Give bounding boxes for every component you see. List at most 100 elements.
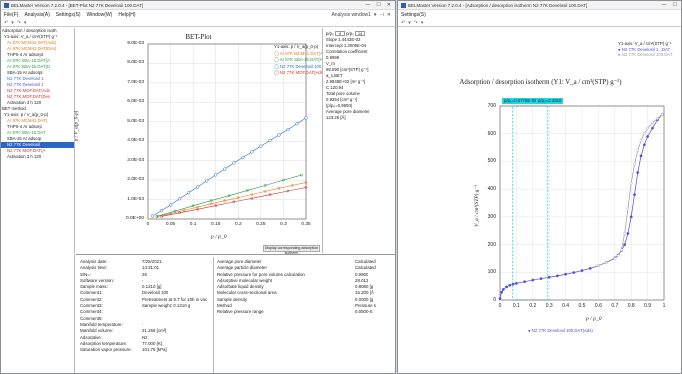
display-isotherm-button[interactable]: Display corresponding adsorption isother… xyxy=(263,245,320,255)
tree-item[interactable]: SBA-15 Ar adsorp xyxy=(7,136,42,141)
table-row: Comment5: xyxy=(80,316,210,322)
close-icon[interactable]: ✕ xyxy=(386,2,391,8)
table-row: Adsorptive: N2 xyxy=(80,335,210,341)
tree-item[interactable]: Ar 87K SBA-15.DAT(A xyxy=(7,58,50,63)
bet-legend-item[interactable]: ◯ N2 77K MOF.DAT(Ads) xyxy=(274,70,341,77)
undo-icon[interactable]: ↶ xyxy=(4,19,9,26)
table-value: 31.256 [cm³] xyxy=(142,328,167,334)
data-point xyxy=(223,167,227,171)
chevron-down-icon[interactable]: ▾ xyxy=(23,19,27,26)
pp0-from-input[interactable]: 9 xyxy=(334,31,345,37)
table-value: Pretreatment at 9.7 for 10h in vac xyxy=(142,296,208,302)
isotherm-legend-item[interactable]: ● N2 77K Develosil 1...DAT xyxy=(618,47,673,53)
data-point xyxy=(277,186,281,190)
selection-right-label[interactable]: p/p₀=0.2910 xyxy=(536,98,564,104)
data-point xyxy=(227,194,231,198)
close-icon[interactable]: ✕ xyxy=(386,11,391,18)
menu-help[interactable]: Help(H) xyxy=(118,11,136,18)
tree-item[interactable]: Ar 87K SBA-15.DAT(D xyxy=(7,64,51,69)
data-point xyxy=(580,269,584,273)
bet-legend-item[interactable]: ◯ N2 77K Develosil 100.DAT(Ads) xyxy=(274,64,341,71)
tree-item[interactable]: SBA-15 Ar adsorpt xyxy=(7,70,43,75)
data-point xyxy=(268,193,272,197)
app-logo-icon xyxy=(401,2,406,8)
menu-settings[interactable]: Settings(S) xyxy=(55,11,81,18)
table-key: Software version: xyxy=(80,277,114,283)
minimize-icon[interactable]: — xyxy=(365,2,371,8)
title-bar: BELMaster Version 7.2.0.4 - [BET-Plot N2… xyxy=(1,1,395,10)
table-key: Manifold temperature: xyxy=(80,321,123,327)
tree-item[interactable]: THPS-4 Ar adsorp xyxy=(7,124,42,129)
table-row: Adsorption temperature: 77.000 [K] xyxy=(80,341,210,347)
tree-item[interactable]: Activation 3 h 120 xyxy=(7,100,42,105)
table-value: 26 xyxy=(142,271,147,277)
tree-item[interactable]: Adsorption / desorption isoth xyxy=(2,28,57,33)
table-key: S/N=: xyxy=(80,271,92,277)
table-key: Manifold volume: xyxy=(80,328,114,334)
tree-item[interactable]: N2 77K Develosil 1 xyxy=(7,76,44,81)
table-key: Average pore diameter xyxy=(217,259,262,264)
bet-legend-label: Ar 87K MCM41 DAT(Ads) xyxy=(279,50,329,56)
table-row: Average particle diameter Calculated xyxy=(217,265,395,271)
table-row: Manifold volume: 31.256 [cm³] xyxy=(80,328,210,334)
data-point xyxy=(547,275,551,279)
undo-icon[interactable]: ↶ xyxy=(401,19,406,26)
redo-icon[interactable]: ↷ xyxy=(413,19,418,26)
table-key: Sample density xyxy=(217,296,248,302)
table-row: Software version: - xyxy=(80,278,210,284)
menu-window[interactable]: Window(W) xyxy=(86,11,113,18)
tree-item[interactable]: Y1-axis: V_a / cm³(STP) g⁻¹ xyxy=(4,34,58,39)
tree-item[interactable]: THPS-4 Ar adsorpt xyxy=(7,52,44,57)
pin-icon[interactable]: ⊣ xyxy=(379,11,384,18)
tree-item[interactable]: BET method xyxy=(2,106,26,111)
analysis-window-label[interactable]: Analysis window1 xyxy=(331,11,371,18)
bet-legend-item[interactable]: ◯ Ar 87K MCM41 DAT(Ads) xyxy=(274,51,341,58)
menu-settings[interactable]: Settings(S) xyxy=(401,11,426,18)
x-tick-label: 0.5 xyxy=(578,303,586,309)
tree-item[interactable]: Ar 87K MCM41 DAT(Ads) xyxy=(7,40,57,45)
data-point xyxy=(633,162,636,166)
isotherm-legend-item[interactable]: ● N2 77K Develosil 100.DAT xyxy=(618,52,673,58)
data-point xyxy=(160,215,163,218)
minimize-icon[interactable]: — xyxy=(661,2,667,8)
table-value: 0.0000 [g xyxy=(355,296,374,302)
data-point xyxy=(656,117,659,120)
table-key: Method xyxy=(217,303,232,309)
y-tick-label: 200 xyxy=(487,241,496,248)
isotherm-bottom-legend: ● N2 77K Develosil 100.DAT(Ads) xyxy=(528,328,593,333)
selection-left-label[interactable]: p/p₀=0.0776E-02 xyxy=(502,98,539,104)
chevron-down-icon[interactable]: ▾ xyxy=(420,19,424,26)
menu-file[interactable]: File(F) xyxy=(4,11,19,18)
data-point xyxy=(214,204,218,207)
tree-item[interactable]: N2 77K MOF.DAT(Des xyxy=(7,94,51,99)
chevron-down-icon[interactable]: ▾ xyxy=(408,19,411,26)
tree-item[interactable]: Ar 87K MCM41 DAT( xyxy=(7,118,48,123)
chevron-down-icon[interactable]: ▾ xyxy=(373,11,377,18)
y-tick-label: 8.0E-03 xyxy=(127,60,144,66)
tree-item[interactable]: N2 77K MOF.DAT(A xyxy=(7,148,46,153)
legend-marker-icon: ● xyxy=(618,46,622,52)
x-tick-label: 1 xyxy=(662,303,666,309)
redo-icon[interactable]: ↷ xyxy=(16,19,21,26)
table-value: 28.013 xyxy=(355,277,369,283)
tree-item[interactable]: N2 77K MOF.DAT(Ads xyxy=(7,88,50,93)
tree-item[interactable]: Activation 3 h 120 xyxy=(7,154,42,159)
table-value: 16.200 [Å xyxy=(355,290,374,296)
maximize-icon[interactable]: ☐ xyxy=(672,2,677,8)
y-tick-label: 0.0E+00 xyxy=(125,216,144,221)
tree-item[interactable]: Y1-axis: p / V_a(p_0-p) xyxy=(4,112,49,117)
tree-item[interactable]: Ar 87K SBA-15.DAT xyxy=(7,130,46,135)
tree-item[interactable]: Ar 87K MCM41 DAT(Des) xyxy=(7,46,57,51)
menu-analysis[interactable]: Analysis(A) xyxy=(24,11,50,18)
data-point xyxy=(286,189,290,193)
maximize-icon[interactable]: ☐ xyxy=(376,2,381,8)
results-panel: p/p₀ 9 p/p₀ 14 Slope 1.4443E-02 Intercept… xyxy=(322,28,395,253)
tree-item[interactable]: N2 77K Develosil 1 xyxy=(7,82,44,87)
tree-item[interactable]: N2 77K Develosil xyxy=(1,142,74,148)
pp0-to-input[interactable]: 14 xyxy=(355,31,366,37)
bet-legend-item[interactable]: ◯ Ar 87K SBA-15.DAT(Ads) xyxy=(274,57,341,64)
chevron-down-icon[interactable]: ▾ xyxy=(11,19,14,26)
data-point xyxy=(159,208,164,213)
data-point xyxy=(277,133,281,137)
table-value: Develosil 100 xyxy=(142,290,169,296)
